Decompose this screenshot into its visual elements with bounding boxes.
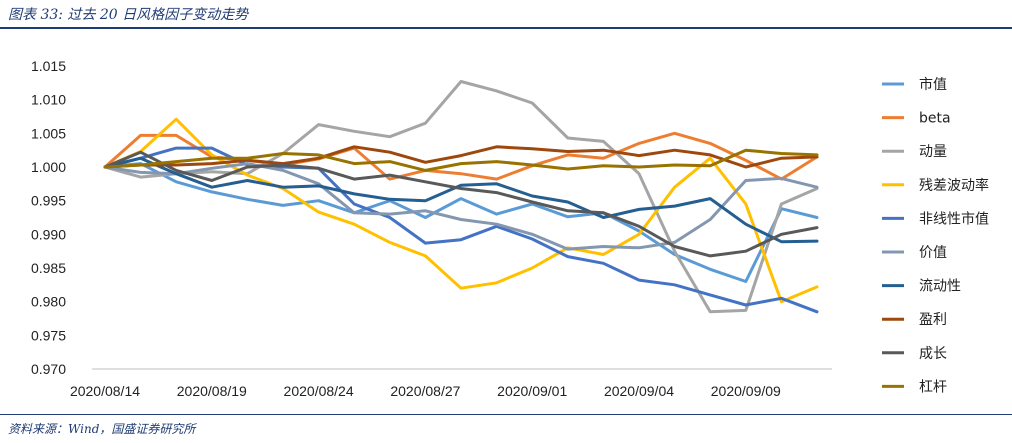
legend-label: beta (919, 111, 951, 127)
series-line-5 (103, 146, 819, 314)
y-tick-label: 1.000 (31, 159, 66, 175)
series-line-10 (103, 148, 819, 172)
y-tick-label: 1.005 (31, 125, 66, 141)
legend-label: 非线性市值 (919, 210, 989, 227)
legend-label: 流动性 (919, 279, 961, 295)
series-line-4 (103, 117, 819, 304)
y-tick-label: 0.990 (31, 226, 66, 242)
series-line-8 (103, 145, 819, 169)
legend-label: 成长 (919, 346, 947, 362)
x-axis: 2020/08/14 2020/08/19 2020/08/24 2020/08/27… (70, 368, 832, 399)
series-line-6 (103, 162, 819, 251)
plot-area (103, 80, 819, 314)
x-tick-label: 2020/09/04 (604, 383, 674, 399)
legend-label: 盈利 (919, 312, 947, 328)
x-tick-label: 2020/08/24 (284, 383, 354, 399)
x-tick-label: 2020/08/27 (390, 383, 460, 399)
y-tick-label: 1.015 (31, 58, 66, 74)
y-tick-label: 0.970 (31, 361, 66, 377)
source-note: 资料来源：Wind，国盛证券研究所 (8, 422, 196, 436)
series-line-7 (103, 156, 819, 244)
series-line-9 (103, 150, 819, 258)
y-axis: 0.970 0.975 0.980 0.985 0.990 0.995 1.000 1.005… (31, 58, 66, 377)
x-tick-label: 2020/08/14 (70, 383, 140, 399)
legend-label: 市值 (919, 76, 947, 93)
figure-title: 图表 33: 过去 20 日风格因子变动走势 (8, 7, 249, 23)
series-line-3 (103, 80, 819, 314)
footer-divider (0, 414, 1012, 415)
y-tick-label: 0.980 (31, 294, 66, 310)
y-tick-label: 0.995 (31, 193, 66, 209)
y-tick-label: 0.985 (31, 260, 66, 276)
x-tick-label: 2020/09/09 (711, 383, 781, 399)
legend-label: 残差波动率 (919, 177, 989, 194)
x-tick-label: 2020/09/01 (497, 383, 567, 399)
y-tick-label: 0.975 (31, 327, 66, 343)
y-tick-label: 1.010 (31, 92, 66, 108)
title-divider (0, 27, 1012, 29)
legend-label: 杠杆 (919, 379, 947, 395)
legend-label: 价值 (919, 245, 947, 261)
x-tick-label: 2020/08/19 (177, 383, 247, 399)
legend-label: 动量 (919, 144, 947, 160)
series-line-1 (103, 162, 819, 283)
